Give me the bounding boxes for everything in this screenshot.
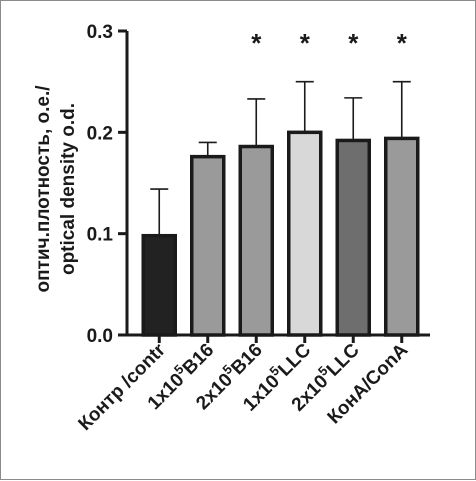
bar xyxy=(287,130,323,337)
bars xyxy=(141,130,420,337)
y-axis-label-line1: оптич.плотность, о.е./ xyxy=(33,85,54,293)
bar xyxy=(238,144,274,337)
bar xyxy=(141,233,177,337)
significance-markers: * * * * xyxy=(251,28,408,58)
x-axis: Контр /contr1x105B162x105B161x105LLC2x10… xyxy=(75,333,430,435)
y-axis: 0.0 0.1 0.2 0.3 xyxy=(87,22,129,347)
y-tick-label: 0.0 xyxy=(87,326,113,347)
error-bars xyxy=(150,80,411,236)
bar xyxy=(384,136,420,337)
significance-asterisk: * xyxy=(300,28,311,58)
significance-asterisk: * xyxy=(251,28,262,58)
y-axis-label-line2: optical density o.d. xyxy=(58,103,79,275)
y-axis-label: оптич.плотность, о.е./ optical density o… xyxy=(33,85,79,293)
significance-asterisk: * xyxy=(397,28,408,58)
significance-asterisk: * xyxy=(348,28,359,58)
bar xyxy=(335,138,371,337)
y-tick-label: 0.3 xyxy=(87,22,113,43)
y-tick-label: 0.2 xyxy=(87,123,113,144)
y-tick-label: 0.1 xyxy=(87,225,114,246)
bar xyxy=(190,154,226,337)
